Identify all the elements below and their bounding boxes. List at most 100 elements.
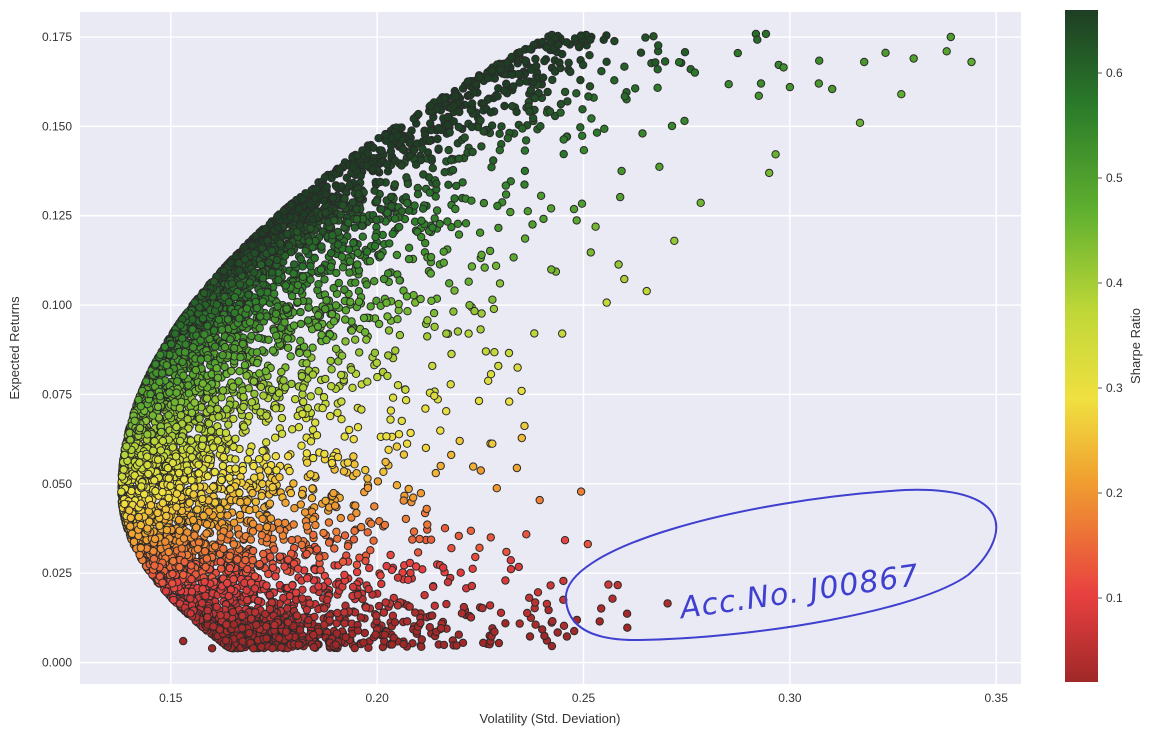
data-point	[353, 423, 363, 432]
data-point	[231, 434, 240, 443]
data-point	[370, 502, 379, 511]
data-point	[347, 365, 356, 374]
data-point	[298, 409, 307, 419]
data-point	[188, 325, 197, 334]
data-point	[597, 604, 606, 613]
data-point	[326, 356, 335, 366]
data-point	[653, 83, 662, 93]
data-point	[530, 93, 540, 103]
data-point	[207, 426, 216, 435]
data-point	[262, 522, 272, 532]
data-point	[531, 54, 540, 64]
data-point	[520, 166, 530, 176]
data-point	[526, 85, 536, 95]
data-point	[602, 57, 611, 66]
data-point	[332, 629, 342, 638]
data-point	[614, 260, 623, 269]
data-point	[337, 182, 346, 191]
data-point	[286, 352, 295, 361]
data-point	[475, 543, 484, 552]
data-point	[184, 389, 194, 398]
data-point	[430, 322, 439, 331]
data-point	[337, 397, 346, 406]
data-point	[363, 377, 372, 386]
data-point	[309, 453, 318, 463]
data-point	[397, 207, 407, 216]
data-point	[572, 216, 581, 225]
data-point	[423, 316, 432, 325]
data-point	[402, 439, 412, 448]
data-point	[374, 601, 384, 611]
data-point	[500, 101, 509, 111]
data-point	[354, 297, 364, 306]
data-point	[372, 358, 381, 367]
data-point	[501, 576, 510, 585]
data-point	[423, 520, 432, 529]
data-point	[469, 462, 478, 471]
data-point	[535, 495, 544, 505]
data-point	[377, 146, 386, 155]
data-point	[151, 486, 160, 496]
data-point	[544, 605, 553, 615]
data-point	[218, 461, 228, 471]
data-point	[397, 161, 406, 170]
data-point	[559, 135, 568, 144]
data-point	[881, 48, 890, 57]
data-point	[346, 297, 355, 306]
data-point	[218, 386, 228, 395]
data-point	[445, 128, 454, 137]
data-point	[327, 382, 336, 391]
data-point	[447, 349, 456, 359]
data-point	[642, 286, 651, 296]
data-point	[272, 466, 281, 475]
data-point	[382, 561, 391, 571]
data-point	[409, 527, 419, 536]
data-point	[382, 298, 391, 307]
data-point	[307, 493, 317, 503]
data-point	[298, 390, 307, 399]
data-point	[360, 328, 370, 337]
data-point	[320, 275, 329, 284]
data-point	[361, 603, 371, 612]
data-point	[663, 599, 672, 608]
data-point	[476, 325, 485, 334]
data-point	[341, 337, 350, 346]
data-point	[248, 488, 257, 498]
data-point	[168, 443, 178, 452]
data-point	[281, 383, 290, 392]
data-point	[485, 246, 495, 256]
data-point	[477, 142, 486, 151]
data-point	[531, 598, 540, 607]
data-point	[303, 403, 312, 413]
data-point	[449, 307, 458, 316]
data-point	[238, 465, 248, 475]
data-point	[363, 528, 372, 537]
data-point	[389, 593, 398, 603]
data-point	[599, 35, 608, 44]
data-point	[525, 593, 534, 602]
data-point	[402, 173, 411, 182]
data-point	[466, 526, 476, 535]
data-point	[403, 575, 413, 584]
data-point	[297, 441, 306, 450]
data-point	[302, 359, 311, 368]
data-point	[341, 315, 350, 324]
data-point	[696, 198, 705, 208]
data-point	[439, 247, 448, 256]
data-point	[636, 48, 646, 57]
data-point	[388, 393, 398, 402]
data-point	[379, 274, 389, 284]
data-point	[401, 396, 411, 405]
data-point	[384, 445, 393, 454]
data-point	[329, 283, 338, 293]
data-point	[416, 618, 425, 628]
data-point	[210, 542, 220, 551]
data-point	[509, 82, 518, 91]
data-point	[454, 230, 464, 239]
data-point	[384, 351, 393, 360]
data-point	[369, 536, 378, 545]
data-point	[654, 41, 663, 50]
data-point	[209, 482, 218, 491]
data-point	[320, 620, 329, 629]
data-point	[410, 145, 419, 155]
